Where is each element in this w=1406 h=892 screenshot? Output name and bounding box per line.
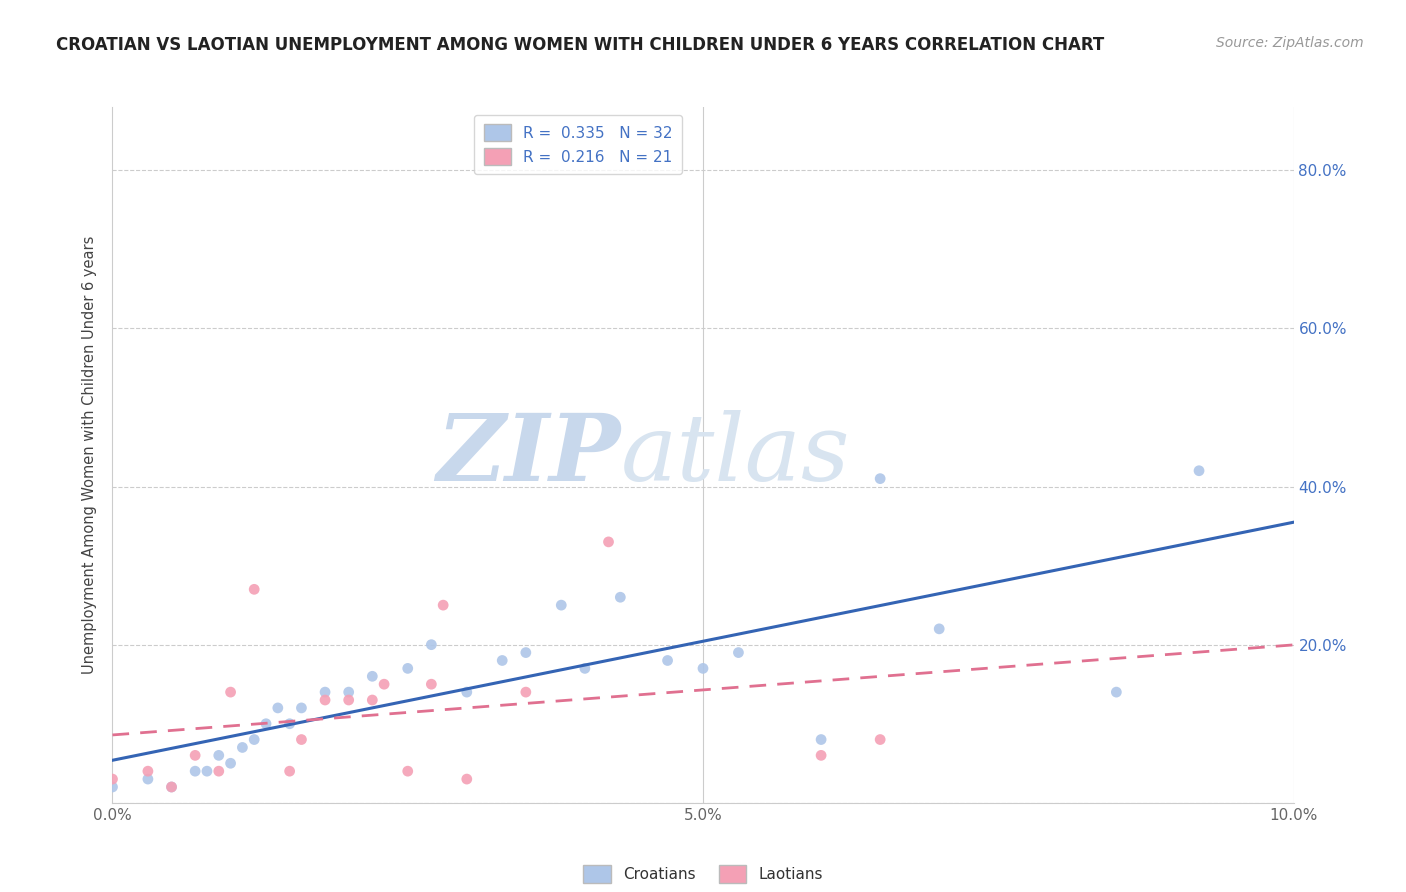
Point [184,764,207,779]
Point [195,764,218,779]
Point [657,653,679,667]
Point [928,622,950,636]
Point [160,780,183,794]
Point [243,732,266,747]
Point [361,669,384,683]
Point [456,772,478,786]
Point [810,748,832,763]
Point [267,701,290,715]
Point [278,716,301,731]
Point [609,591,631,605]
Point [598,534,620,549]
Text: CROATIAN VS LAOTIAN UNEMPLOYMENT AMONG WOMEN WITH CHILDREN UNDER 6 YEARS CORRELA: CROATIAN VS LAOTIAN UNEMPLOYMENT AMONG W… [56,36,1105,54]
Point [231,740,253,755]
Point [396,661,419,675]
Y-axis label: Unemployment Among Women with Children Under 6 years: Unemployment Among Women with Children U… [82,235,97,674]
Point [456,685,478,699]
Point [420,638,443,652]
Point [219,756,242,771]
Point [136,764,159,779]
Legend: Croatians, Laotians: Croatians, Laotians [576,859,830,889]
Point [219,685,242,699]
Point [101,780,124,794]
Point [290,732,312,747]
Point [314,685,336,699]
Point [869,472,891,486]
Point [515,646,537,660]
Point [243,582,266,597]
Point [727,646,749,660]
Point [1188,464,1211,478]
Point [574,661,596,675]
Point [337,693,360,707]
Point [184,748,207,763]
Text: ZIP: ZIP [436,410,620,500]
Point [810,732,832,747]
Point [420,677,443,691]
Point [869,732,891,747]
Point [208,748,231,763]
Point [278,764,301,779]
Point [432,598,454,612]
Point [314,693,336,707]
Point [373,677,395,691]
Point [550,598,572,612]
Point [491,653,513,667]
Point [1105,685,1128,699]
Point [396,764,419,779]
Point [160,780,183,794]
Point [337,685,360,699]
Point [136,772,159,786]
Point [254,716,277,731]
Text: Source: ZipAtlas.com: Source: ZipAtlas.com [1216,36,1364,50]
Point [515,685,537,699]
Point [208,764,231,779]
Point [290,701,312,715]
Point [361,693,384,707]
Point [692,661,714,675]
Text: atlas: atlas [620,410,849,500]
Point [101,772,124,786]
